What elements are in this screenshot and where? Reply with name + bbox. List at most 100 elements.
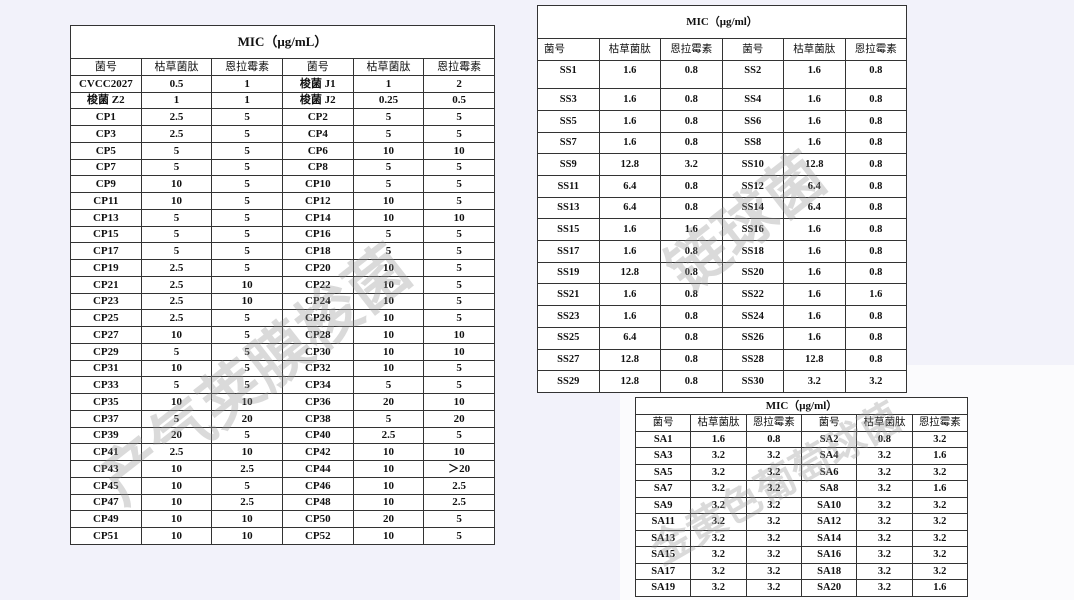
strain-id-cell: CP31 <box>70 359 142 378</box>
mic-value-cell: 1.6 <box>598 59 661 90</box>
mic-value-cell: 10 <box>352 342 425 361</box>
mic-value-cell: 1.6 <box>911 447 968 465</box>
table-row: SA5 3.2 3.2 SA6 3.2 3.2 <box>635 463 968 482</box>
table-row: CP37 5 20 CP38 5 20 <box>70 409 495 428</box>
mic-value-cell: 0.8 <box>844 305 907 328</box>
table-row: CP35 10 10 CP36 20 10 <box>70 393 495 411</box>
mic-value-cell: 0.8 <box>660 59 723 90</box>
table-row: CP49 10 10 CP50 20 5 <box>70 510 495 528</box>
mic-value-cell: 5 <box>352 125 425 143</box>
table-row: CP45 10 5 CP46 10 2.5 <box>70 476 495 495</box>
mic-value-cell: 5 <box>352 175 425 193</box>
mic-value-cell: 5 <box>352 242 425 260</box>
mic-value-cell: 1.6 <box>911 480 968 498</box>
mic-value-cell: 0.8 <box>660 305 723 328</box>
column-header: 菌号 <box>70 58 142 76</box>
mic-value-cell: 3.2 <box>660 153 723 177</box>
strain-id-cell: SS24 <box>721 305 784 328</box>
mic-value-cell: 10 <box>352 141 425 160</box>
mic-value-cell: 10 <box>352 527 425 545</box>
strain-id-cell: SS27 <box>537 348 600 372</box>
mic-value-cell: 20 <box>211 409 283 428</box>
mic-value-cell: 3.2 <box>856 546 913 564</box>
column-header: 恩拉霉素 <box>211 58 283 76</box>
table-row: CP9 10 5 CP10 5 5 <box>70 175 495 193</box>
mic-value-cell: 6.4 <box>598 175 661 198</box>
mic-value-cell: 10 <box>140 192 213 210</box>
mic-value-cell: 1.6 <box>783 240 846 263</box>
mic-value-cell: 0.8 <box>660 348 723 372</box>
strain-id-cell: SS30 <box>721 370 784 393</box>
strain-id-cell: CP35 <box>70 393 142 411</box>
table-row: CP7 5 5 CP8 5 5 <box>70 158 495 177</box>
column-header: 菌号 <box>635 414 692 432</box>
strain-id-cell: CP43 <box>70 460 142 478</box>
mic-value-cell: 5 <box>423 259 495 277</box>
mic-value-cell: 10 <box>423 326 495 344</box>
strain-id-cell: CP2 <box>281 108 354 126</box>
mic-value-cell: 1 <box>140 91 213 110</box>
table-row: CP51 10 10 CP52 10 5 <box>70 527 495 545</box>
mic-value-cell: 5 <box>423 125 495 143</box>
strain-id-cell: CP3 <box>70 125 142 143</box>
mic-value-cell: 1.6 <box>783 261 846 285</box>
strain-id-cell: SS28 <box>721 348 784 372</box>
strain-id-cell: SS25 <box>537 326 600 350</box>
mic-value-cell: 5 <box>211 141 283 160</box>
mic-value-cell: 5 <box>423 376 495 394</box>
mic-value-cell: 5 <box>211 359 283 378</box>
table-row: SA7 3.2 3.2 SA8 3.2 1.6 <box>635 480 968 498</box>
strain-id-cell: SS15 <box>537 218 600 242</box>
mic-value-cell: 10 <box>140 510 213 528</box>
table-row: SS7 1.6 0.8 SS8 1.6 0.8 <box>537 131 907 155</box>
mic-value-cell: 10 <box>423 443 495 461</box>
mic-value-cell: 3.2 <box>745 480 802 498</box>
mic-value-cell: 5 <box>211 192 283 210</box>
table-row: CP5 5 5 CP6 10 10 <box>70 141 495 160</box>
strain-id-cell: SS13 <box>537 196 600 220</box>
strain-id-cell: CP32 <box>281 359 354 378</box>
mic-value-cell: 1.6 <box>598 283 661 307</box>
strain-id-cell: SS8 <box>721 131 784 155</box>
mic-value-cell: 5 <box>211 376 283 394</box>
strain-id-cell: SS3 <box>537 88 600 111</box>
strain-id-cell: CP52 <box>281 527 354 545</box>
mic-value-cell: 5 <box>423 158 495 177</box>
mic-value-cell: 5 <box>352 225 425 244</box>
mic-value-cell: 3.2 <box>911 513 968 531</box>
mic-value-cell: 10 <box>352 460 425 478</box>
mic-value-cell: 3.2 <box>911 546 968 564</box>
strain-id-cell: SS5 <box>537 109 600 133</box>
mic-value-cell: 5 <box>140 141 213 160</box>
table-row: SA13 3.2 3.2 SA14 3.2 3.2 <box>635 529 968 548</box>
mic-value-cell: 6.4 <box>598 326 661 350</box>
column-header: 枯草菌肽 <box>352 58 425 76</box>
mic-value-cell: 10 <box>140 175 213 193</box>
mic-value-cell: 0.8 <box>844 261 907 285</box>
strain-id-cell: CP11 <box>70 192 142 210</box>
strain-id-cell: CP30 <box>281 342 354 361</box>
mic-value-cell: 3.2 <box>911 562 968 581</box>
mic-value-cell: 3.2 <box>690 579 747 597</box>
mic-value-cell: 1.6 <box>783 59 846 90</box>
strain-id-cell: SA14 <box>800 529 858 548</box>
mic-value-cell: 5 <box>352 158 425 177</box>
strain-id-cell: SS17 <box>537 240 600 263</box>
table-row: CP13 5 5 CP14 10 10 <box>70 208 495 227</box>
strain-id-cell: SA6 <box>800 463 858 482</box>
table-title: MIC（μg/ml） <box>537 5 907 39</box>
strain-id-cell: SS16 <box>721 218 784 242</box>
mic-value-cell: 0.8 <box>660 109 723 133</box>
strain-id-cell: SS9 <box>537 153 600 177</box>
mic-value-cell: 0.5 <box>423 91 495 110</box>
mic-value-cell: 5 <box>140 342 213 361</box>
strain-id-cell: CP16 <box>281 225 354 244</box>
mic-value-cell: 3.2 <box>783 370 846 393</box>
mic-value-cell: 1.6 <box>783 88 846 111</box>
mic-value-cell: 20 <box>352 510 425 528</box>
mic-value-cell: 3.2 <box>690 562 747 581</box>
mic-value-cell: 2.5 <box>140 292 213 311</box>
mic-value-cell: 0.8 <box>660 196 723 220</box>
strain-id-cell: CP28 <box>281 326 354 344</box>
strain-id-cell: CP4 <box>281 125 354 143</box>
